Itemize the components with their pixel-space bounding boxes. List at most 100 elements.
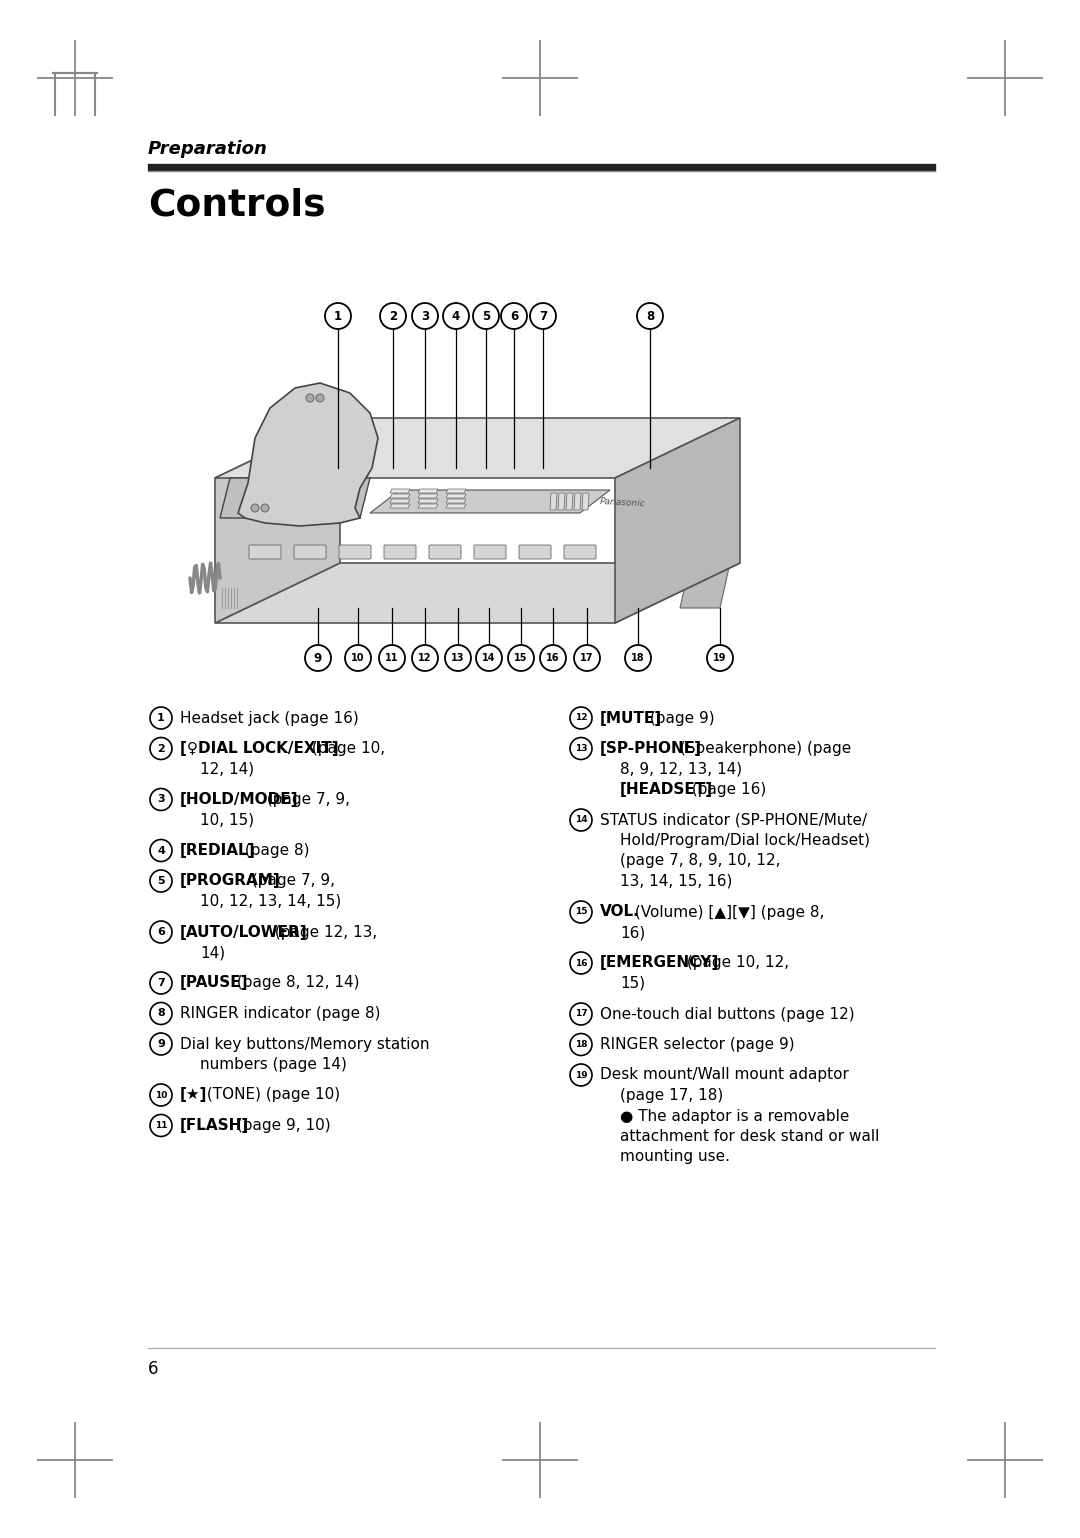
Text: RINGER selector (page 9): RINGER selector (page 9) (600, 1037, 795, 1052)
Circle shape (570, 1003, 592, 1024)
Polygon shape (573, 494, 581, 511)
Text: (page 17, 18): (page 17, 18) (620, 1087, 724, 1103)
Circle shape (411, 303, 438, 329)
Polygon shape (215, 418, 740, 478)
Text: (page 8, 12, 14): (page 8, 12, 14) (232, 975, 360, 990)
Text: 7: 7 (539, 309, 548, 323)
Text: 9: 9 (314, 652, 322, 664)
Polygon shape (220, 478, 370, 518)
Polygon shape (215, 563, 740, 623)
Text: 10: 10 (351, 654, 365, 663)
Text: (page 9): (page 9) (645, 711, 715, 726)
Circle shape (380, 303, 406, 329)
Text: [AUTO/LOWER]: [AUTO/LOWER] (180, 924, 308, 940)
Text: 7: 7 (157, 978, 165, 987)
Circle shape (570, 809, 592, 831)
Circle shape (625, 644, 651, 671)
Polygon shape (390, 504, 410, 508)
Text: 14: 14 (575, 815, 588, 824)
FancyBboxPatch shape (384, 544, 416, 558)
Polygon shape (418, 489, 438, 494)
Text: [★]: [★] (180, 1087, 207, 1103)
Text: 18: 18 (631, 654, 645, 663)
Text: STATUS indicator (SP-PHONE/Mute/: STATUS indicator (SP-PHONE/Mute/ (600, 812, 867, 827)
Text: [FLASH]: [FLASH] (180, 1118, 249, 1134)
Text: 12: 12 (575, 714, 588, 723)
Text: [MUTE]: [MUTE] (600, 711, 662, 726)
Polygon shape (418, 504, 438, 508)
Circle shape (570, 738, 592, 760)
Circle shape (540, 644, 566, 671)
Circle shape (411, 644, 438, 671)
Text: 4: 4 (157, 846, 165, 855)
Text: 8: 8 (157, 1009, 165, 1018)
Circle shape (508, 644, 534, 671)
Text: 16: 16 (546, 654, 559, 663)
Text: Hold/Program/Dial lock/Headset): Hold/Program/Dial lock/Headset) (620, 834, 870, 847)
Text: attachment for desk stand or wall: attachment for desk stand or wall (620, 1129, 879, 1144)
Text: 1: 1 (157, 714, 165, 723)
Text: Headset jack (page 16): Headset jack (page 16) (180, 711, 359, 726)
Text: [REDIAL]: [REDIAL] (180, 843, 256, 858)
Text: 15: 15 (575, 907, 588, 917)
Text: 15: 15 (514, 654, 528, 663)
Text: 13, 14, 15, 16): 13, 14, 15, 16) (620, 874, 732, 889)
Circle shape (570, 1064, 592, 1086)
Polygon shape (418, 498, 438, 503)
Text: Panasonic: Panasonic (600, 497, 646, 508)
Circle shape (150, 738, 172, 760)
Text: (Speakerphone) (page: (Speakerphone) (page (675, 741, 851, 757)
Text: 9: 9 (157, 1040, 165, 1049)
Polygon shape (446, 489, 465, 494)
Polygon shape (390, 489, 410, 494)
Circle shape (443, 303, 469, 329)
Polygon shape (446, 498, 465, 503)
Text: VOL.: VOL. (600, 904, 639, 920)
FancyBboxPatch shape (429, 544, 461, 558)
Circle shape (501, 303, 527, 329)
Text: 11: 11 (154, 1121, 167, 1130)
Text: [♀DIAL LOCK/EXIT]: [♀DIAL LOCK/EXIT] (180, 741, 339, 757)
Text: One-touch dial buttons (page 12): One-touch dial buttons (page 12) (600, 1006, 854, 1021)
Polygon shape (446, 504, 465, 508)
Text: Preparation: Preparation (148, 140, 268, 158)
Text: 10, 12, 13, 14, 15): 10, 12, 13, 14, 15) (200, 894, 341, 909)
Circle shape (150, 1034, 172, 1055)
Text: [HOLD/MODE]: [HOLD/MODE] (180, 792, 298, 807)
Text: [PAUSE]: [PAUSE] (180, 975, 248, 990)
Circle shape (150, 1084, 172, 1106)
Circle shape (305, 644, 330, 671)
Circle shape (530, 303, 556, 329)
Text: 5: 5 (158, 877, 165, 886)
Circle shape (261, 504, 269, 512)
Text: 6: 6 (148, 1360, 159, 1378)
Circle shape (445, 644, 471, 671)
Text: 14): 14) (200, 944, 225, 960)
Text: 16: 16 (575, 958, 588, 967)
Text: (page 8): (page 8) (240, 843, 309, 858)
Text: [EMERGENCY]: [EMERGENCY] (600, 955, 719, 970)
Circle shape (150, 789, 172, 811)
Text: 3: 3 (158, 795, 165, 804)
Polygon shape (238, 383, 378, 526)
Text: 19: 19 (575, 1070, 588, 1080)
Circle shape (150, 1003, 172, 1024)
Text: Dial key buttons/Memory station: Dial key buttons/Memory station (180, 1037, 430, 1052)
Circle shape (251, 504, 259, 512)
Polygon shape (390, 498, 410, 503)
Polygon shape (582, 494, 589, 511)
Text: 8: 8 (646, 309, 654, 323)
Text: (page 7, 9,: (page 7, 9, (262, 792, 350, 807)
Text: ● The adaptor is a removable: ● The adaptor is a removable (620, 1109, 849, 1123)
Circle shape (150, 1115, 172, 1137)
Circle shape (150, 840, 172, 861)
Circle shape (570, 901, 592, 923)
Text: 19: 19 (713, 654, 727, 663)
Circle shape (573, 644, 600, 671)
Polygon shape (615, 418, 740, 623)
Text: (page 16): (page 16) (687, 781, 767, 797)
Text: 8, 9, 12, 13, 14): 8, 9, 12, 13, 14) (620, 761, 742, 777)
FancyBboxPatch shape (249, 544, 281, 558)
Text: 6: 6 (510, 309, 518, 323)
Text: (page 9, 10): (page 9, 10) (232, 1118, 330, 1134)
